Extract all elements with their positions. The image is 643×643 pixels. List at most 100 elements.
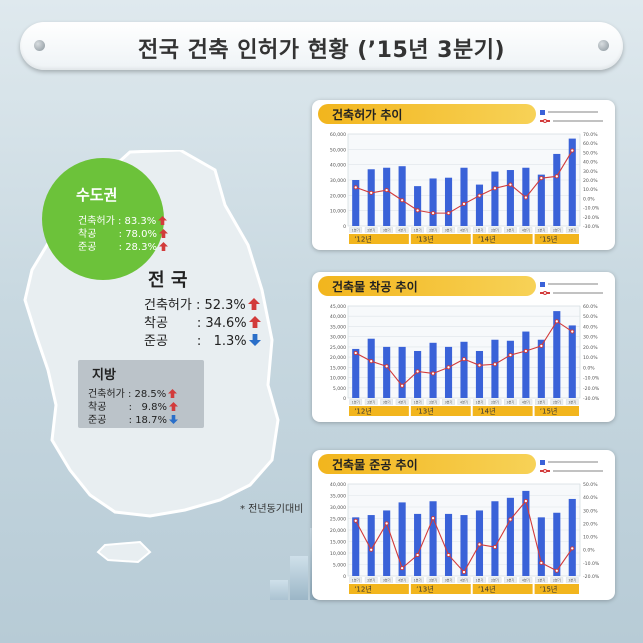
x-tick-label: 1분기 (414, 577, 422, 582)
x-tick-box (504, 227, 517, 233)
y-tick-left: 0 (343, 224, 346, 230)
bar (522, 490, 530, 576)
y-tick-left: 10,000 (330, 551, 346, 557)
x-tick-box (411, 227, 424, 233)
y-tick-right: -20.0% (583, 574, 600, 580)
year-label: ’15년 (540, 235, 558, 244)
x-tick-box (519, 399, 533, 405)
bar (367, 515, 375, 576)
y-tick-right: 30.0% (583, 169, 598, 175)
bar (506, 170, 514, 226)
x-tick-box (349, 399, 363, 405)
chart-permit: 0 10,000 20,000 30,000 40,000 50,000 60,000 -30… (330, 132, 600, 244)
year-group (410, 584, 471, 594)
y-tick-left: 0 (343, 396, 346, 402)
x-tick-box (457, 399, 471, 405)
bar (475, 350, 484, 398)
x-tick-label: 4분기 (522, 399, 530, 404)
x-tick-box (550, 399, 564, 405)
x-tick-label: 3분기 (445, 227, 453, 232)
y-tick-right: 40.0% (583, 160, 598, 166)
up-arrow-icon (158, 229, 168, 238)
y-tick-right: 30.0% (583, 508, 598, 514)
x-tick-box (565, 227, 579, 233)
y-tick-left: 40,000 (330, 314, 346, 320)
x-tick-box (395, 399, 409, 405)
national-permit-row: 건축허가 : 52.3% (144, 294, 260, 313)
line-point (446, 365, 451, 370)
local-complete-row: 준공 : 18.7% (88, 411, 178, 426)
x-tick-label: 2분기 (367, 399, 375, 404)
line-point (508, 182, 513, 187)
y-tick-right: -10.0% (583, 376, 600, 382)
x-tick-label: 1분기 (414, 227, 422, 232)
chart-header-permit (318, 104, 536, 124)
bar (460, 515, 468, 576)
line-point (492, 362, 497, 367)
up-arrow-icon (158, 216, 168, 225)
year-group (472, 584, 533, 594)
year-group (349, 234, 409, 244)
y-tick-left: 10,000 (330, 209, 346, 215)
line-point (539, 176, 544, 181)
line-point (415, 369, 420, 374)
x-tick-label: 1분기 (476, 227, 484, 232)
line-point (554, 568, 559, 573)
y-tick-right: 30.0% (583, 335, 598, 341)
bar (398, 346, 406, 398)
x-tick-label: 3분기 (383, 399, 391, 404)
x-tick-label: 4분기 (460, 227, 468, 232)
line-point (431, 211, 436, 216)
x-tick-box (550, 227, 564, 233)
national-permit-label: 건축허가 : 52.3% (144, 298, 246, 313)
bar (506, 340, 514, 398)
x-tick-box (534, 227, 548, 233)
x-tick-label: 2분기 (491, 399, 499, 404)
chart-title-permit: 건축허가 추이 (332, 108, 403, 122)
x-tick-label: 3분기 (568, 227, 576, 232)
chart-header-start (318, 276, 536, 296)
x-tick-label: 3분기 (568, 577, 576, 582)
x-tick-label: 1분기 (537, 577, 545, 582)
y-tick-left: 25,000 (330, 345, 346, 351)
line-point (477, 193, 482, 198)
bar (429, 178, 437, 226)
x-tick-box (426, 577, 440, 583)
y-tick-right: 0.0% (583, 365, 595, 371)
x-tick-box (519, 577, 533, 583)
y-tick-right: 40.0% (583, 324, 598, 330)
y-tick-left: 60,000 (330, 132, 346, 138)
x-tick-label: 3분기 (383, 577, 391, 582)
y-tick-right: -30.0% (583, 224, 600, 230)
up-arrow-icon (168, 389, 178, 398)
y-tick-right: 20.0% (583, 178, 598, 184)
chart-title-start: 건축물 착공 추이 (332, 280, 418, 294)
y-tick-right: 10.0% (583, 355, 598, 361)
bar (568, 498, 576, 576)
y-tick-right: -20.0% (583, 215, 600, 221)
line-point (554, 174, 559, 179)
line-point (508, 517, 513, 522)
line-point (369, 359, 374, 364)
up-arrow-icon (248, 316, 261, 328)
year-group (534, 234, 579, 244)
line-point (523, 348, 528, 354)
local-complete-label: 준공 : 18.7% (88, 415, 167, 426)
local-permit-label: 건축허가 : 28.5% (88, 389, 167, 400)
up-arrow-icon (168, 402, 178, 411)
chart-header-complete (318, 454, 536, 474)
line-point (400, 198, 405, 203)
y-tick-left: 20,000 (330, 193, 346, 199)
line-point (384, 364, 389, 369)
line-point (570, 148, 575, 153)
chart-legend-start (540, 278, 610, 298)
line-point (400, 383, 405, 388)
bar (444, 346, 453, 398)
national-start-row: 착공 : 34.6% (144, 312, 261, 331)
down-arrow-icon (168, 415, 178, 424)
line-point (554, 319, 559, 324)
y-tick-right: 10.0% (583, 187, 598, 193)
x-tick-box (565, 577, 579, 583)
x-tick-label: 4분기 (460, 577, 468, 582)
up-arrow-icon (247, 298, 260, 310)
